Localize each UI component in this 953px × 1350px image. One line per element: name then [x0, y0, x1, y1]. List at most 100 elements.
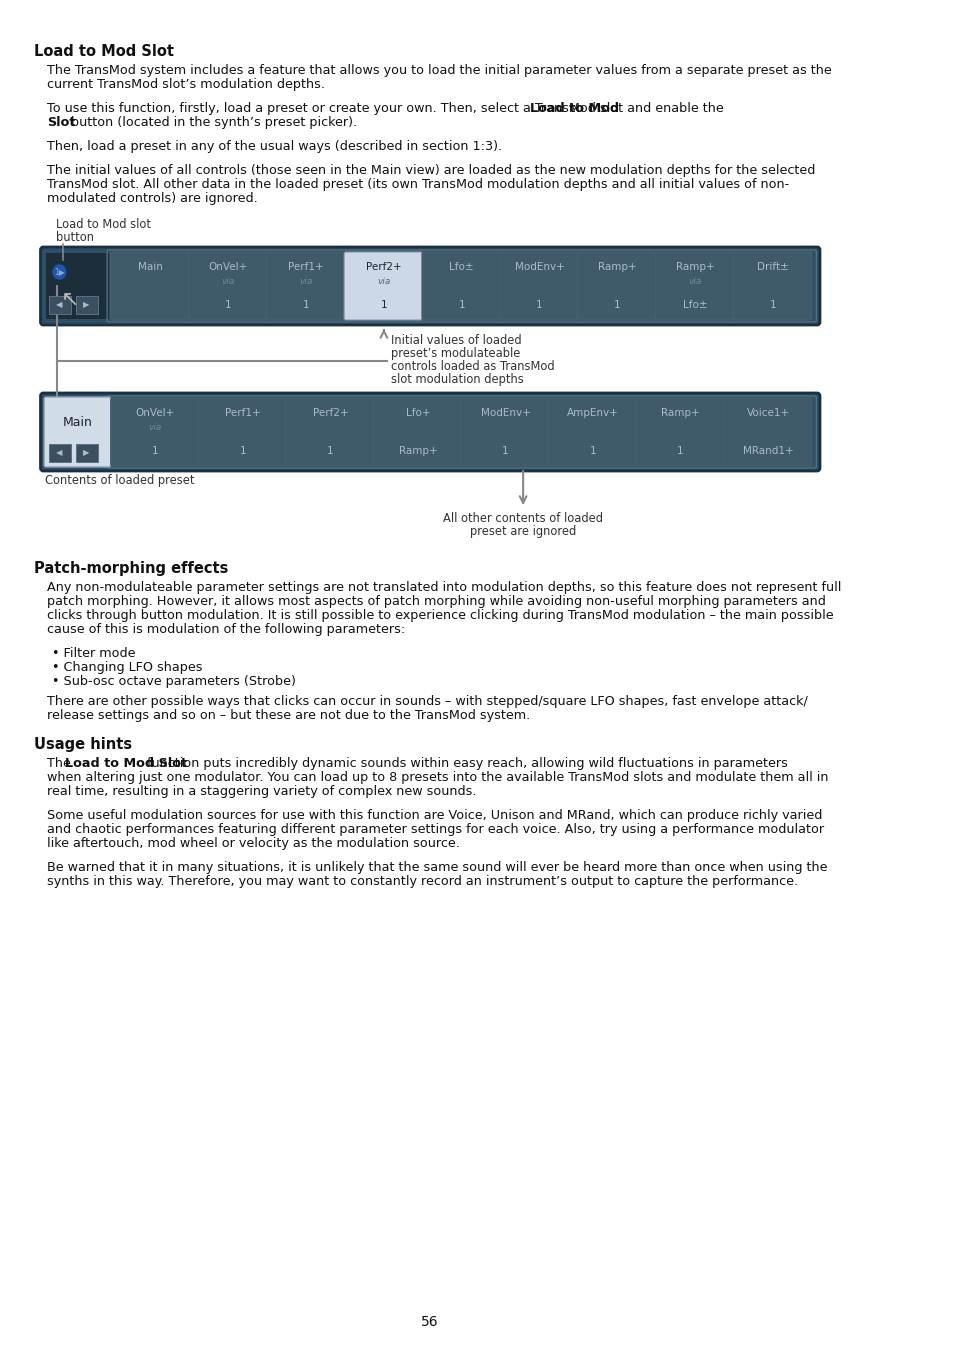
FancyBboxPatch shape — [722, 398, 811, 466]
Text: via: via — [299, 278, 313, 286]
Text: Contents of loaded preset: Contents of loaded preset — [45, 474, 194, 487]
Text: synths in this way. Therefore, you may want to constantly record an instrument’s: synths in this way. Therefore, you may w… — [47, 875, 797, 888]
Text: Lfo±: Lfo± — [682, 300, 707, 310]
Text: 1: 1 — [225, 300, 232, 310]
Text: • Changing LFO shapes: • Changing LFO shapes — [52, 662, 202, 674]
FancyBboxPatch shape — [421, 252, 500, 320]
Text: ▶: ▶ — [83, 448, 90, 458]
Text: 1: 1 — [589, 446, 596, 456]
FancyBboxPatch shape — [111, 252, 190, 320]
Text: ModEnv+: ModEnv+ — [514, 262, 564, 271]
FancyBboxPatch shape — [577, 252, 656, 320]
Text: To use this function, firstly, load a preset or create your own. Then, select a : To use this function, firstly, load a pr… — [47, 103, 727, 115]
Text: button (located in the synth’s preset picker).: button (located in the synth’s preset pi… — [67, 116, 356, 130]
FancyBboxPatch shape — [636, 398, 723, 466]
Text: Be warned that it in many situations, it is unlikely that the same sound will ev: Be warned that it in many situations, it… — [47, 861, 826, 873]
FancyBboxPatch shape — [40, 393, 820, 471]
Bar — [49, 296, 71, 315]
Text: cause of this is modulation of the following parameters:: cause of this is modulation of the follo… — [47, 622, 405, 636]
Text: Patch-morphing effects: Patch-morphing effects — [34, 562, 229, 576]
Text: via: via — [688, 278, 701, 286]
Text: button: button — [55, 231, 93, 244]
Text: The TransMod system includes a feature that allows you to load the initial param: The TransMod system includes a feature t… — [47, 63, 831, 77]
Text: controls loaded as TransMod: controls loaded as TransMod — [391, 360, 555, 373]
Text: ◀: ◀ — [56, 301, 63, 309]
Text: 56: 56 — [420, 1315, 437, 1328]
Text: Ramp+: Ramp+ — [598, 262, 636, 271]
Text: Perf2+: Perf2+ — [366, 262, 401, 271]
Text: Voice1+: Voice1+ — [746, 408, 789, 418]
FancyBboxPatch shape — [44, 397, 111, 467]
Text: Ramp+: Ramp+ — [398, 446, 436, 456]
Text: Initial values of loaded: Initial values of loaded — [391, 333, 521, 347]
Text: release settings and so on – but these are not due to the TransMod system.: release settings and so on – but these a… — [47, 709, 530, 722]
Text: slot modulation depths: slot modulation depths — [391, 373, 523, 386]
Text: via: via — [149, 424, 162, 432]
Text: Perf1+: Perf1+ — [225, 408, 260, 418]
Text: Load to Mod Slot: Load to Mod Slot — [65, 757, 187, 769]
FancyBboxPatch shape — [40, 247, 820, 325]
Text: 1: 1 — [501, 446, 508, 456]
Text: Load to Mod Slot: Load to Mod Slot — [34, 45, 174, 59]
Text: function puts incredibly dynamic sounds within easy reach, allowing wild fluctua: function puts incredibly dynamic sounds … — [143, 757, 787, 769]
Text: TransMod slot. All other data in the loaded preset (its own TransMod modulation : TransMod slot. All other data in the loa… — [47, 178, 788, 190]
Text: OnVel+: OnVel+ — [135, 408, 174, 418]
Text: 1: 1 — [327, 446, 334, 456]
Text: 1: 1 — [769, 300, 776, 310]
Text: 1: 1 — [152, 446, 158, 456]
Text: ModEnv+: ModEnv+ — [480, 408, 530, 418]
Text: real time, resulting in a staggering variety of complex new sounds.: real time, resulting in a staggering var… — [47, 784, 476, 798]
Text: ↖: ↖ — [61, 290, 79, 310]
Text: All other contents of loaded: All other contents of loaded — [442, 512, 602, 525]
FancyBboxPatch shape — [266, 252, 345, 320]
Text: Ramp+: Ramp+ — [675, 262, 714, 271]
Text: Load to Mod slot: Load to Mod slot — [55, 217, 151, 231]
FancyBboxPatch shape — [733, 252, 811, 320]
Circle shape — [53, 265, 66, 279]
Bar — [75, 296, 98, 315]
Text: ▶: ▶ — [83, 301, 90, 309]
Text: Main: Main — [62, 416, 92, 428]
Text: There are other possible ways that clicks can occur in sounds – with stepped/squ: There are other possible ways that click… — [47, 695, 806, 707]
Text: modulated controls) are ignored.: modulated controls) are ignored. — [47, 192, 257, 205]
Text: preset’s modulateable: preset’s modulateable — [391, 347, 520, 360]
Circle shape — [51, 263, 68, 281]
Text: Slot: Slot — [47, 116, 75, 130]
Text: 1: 1 — [380, 300, 387, 310]
Text: 1▶: 1▶ — [54, 267, 65, 277]
Text: Ramp+: Ramp+ — [660, 408, 700, 418]
Text: 1: 1 — [677, 446, 683, 456]
Text: 1: 1 — [302, 300, 309, 310]
Text: Any non-modulateable parameter settings are not translated into modulation depth: Any non-modulateable parameter settings … — [47, 580, 841, 594]
Bar — [49, 444, 71, 462]
Bar — [46, 252, 109, 319]
Text: Perf2+: Perf2+ — [313, 408, 348, 418]
Text: MRand1+: MRand1+ — [742, 446, 793, 456]
Text: 1: 1 — [458, 300, 464, 310]
Text: The: The — [47, 757, 74, 769]
Text: like aftertouch, mod wheel or velocity as the modulation source.: like aftertouch, mod wheel or velocity a… — [47, 837, 459, 850]
FancyBboxPatch shape — [111, 398, 199, 466]
Text: Then, load a preset in any of the usual ways (described in section 1:3).: Then, load a preset in any of the usual … — [47, 140, 501, 153]
Text: Load to Mod: Load to Mod — [529, 103, 618, 115]
FancyBboxPatch shape — [499, 252, 578, 320]
Text: Perf1+: Perf1+ — [288, 262, 324, 271]
Bar — [75, 444, 98, 462]
Text: 1: 1 — [536, 300, 542, 310]
FancyBboxPatch shape — [548, 398, 637, 466]
FancyBboxPatch shape — [286, 398, 374, 466]
Text: when altering just one modulator. You can load up to 8 presets into the availabl: when altering just one modulator. You ca… — [47, 771, 827, 784]
Text: preset are ignored: preset are ignored — [470, 525, 576, 539]
Text: 1: 1 — [239, 446, 246, 456]
FancyBboxPatch shape — [198, 398, 286, 466]
Text: OnVel+: OnVel+ — [209, 262, 248, 271]
Text: clicks through button modulation. It is still possible to experience clicking du: clicks through button modulation. It is … — [47, 609, 833, 622]
Text: via: via — [376, 278, 390, 286]
Text: • Sub-osc octave parameters (Strobe): • Sub-osc octave parameters (Strobe) — [52, 675, 295, 688]
Text: current TransMod slot’s modulation depths.: current TransMod slot’s modulation depth… — [47, 78, 324, 90]
Text: AmpEnv+: AmpEnv+ — [567, 408, 618, 418]
Text: Lfo±: Lfo± — [449, 262, 474, 271]
Text: patch morphing. However, it allows most aspects of patch morphing while avoiding: patch morphing. However, it allows most … — [47, 595, 824, 608]
Text: ◀: ◀ — [56, 448, 63, 458]
Text: Drift±: Drift± — [757, 262, 788, 271]
